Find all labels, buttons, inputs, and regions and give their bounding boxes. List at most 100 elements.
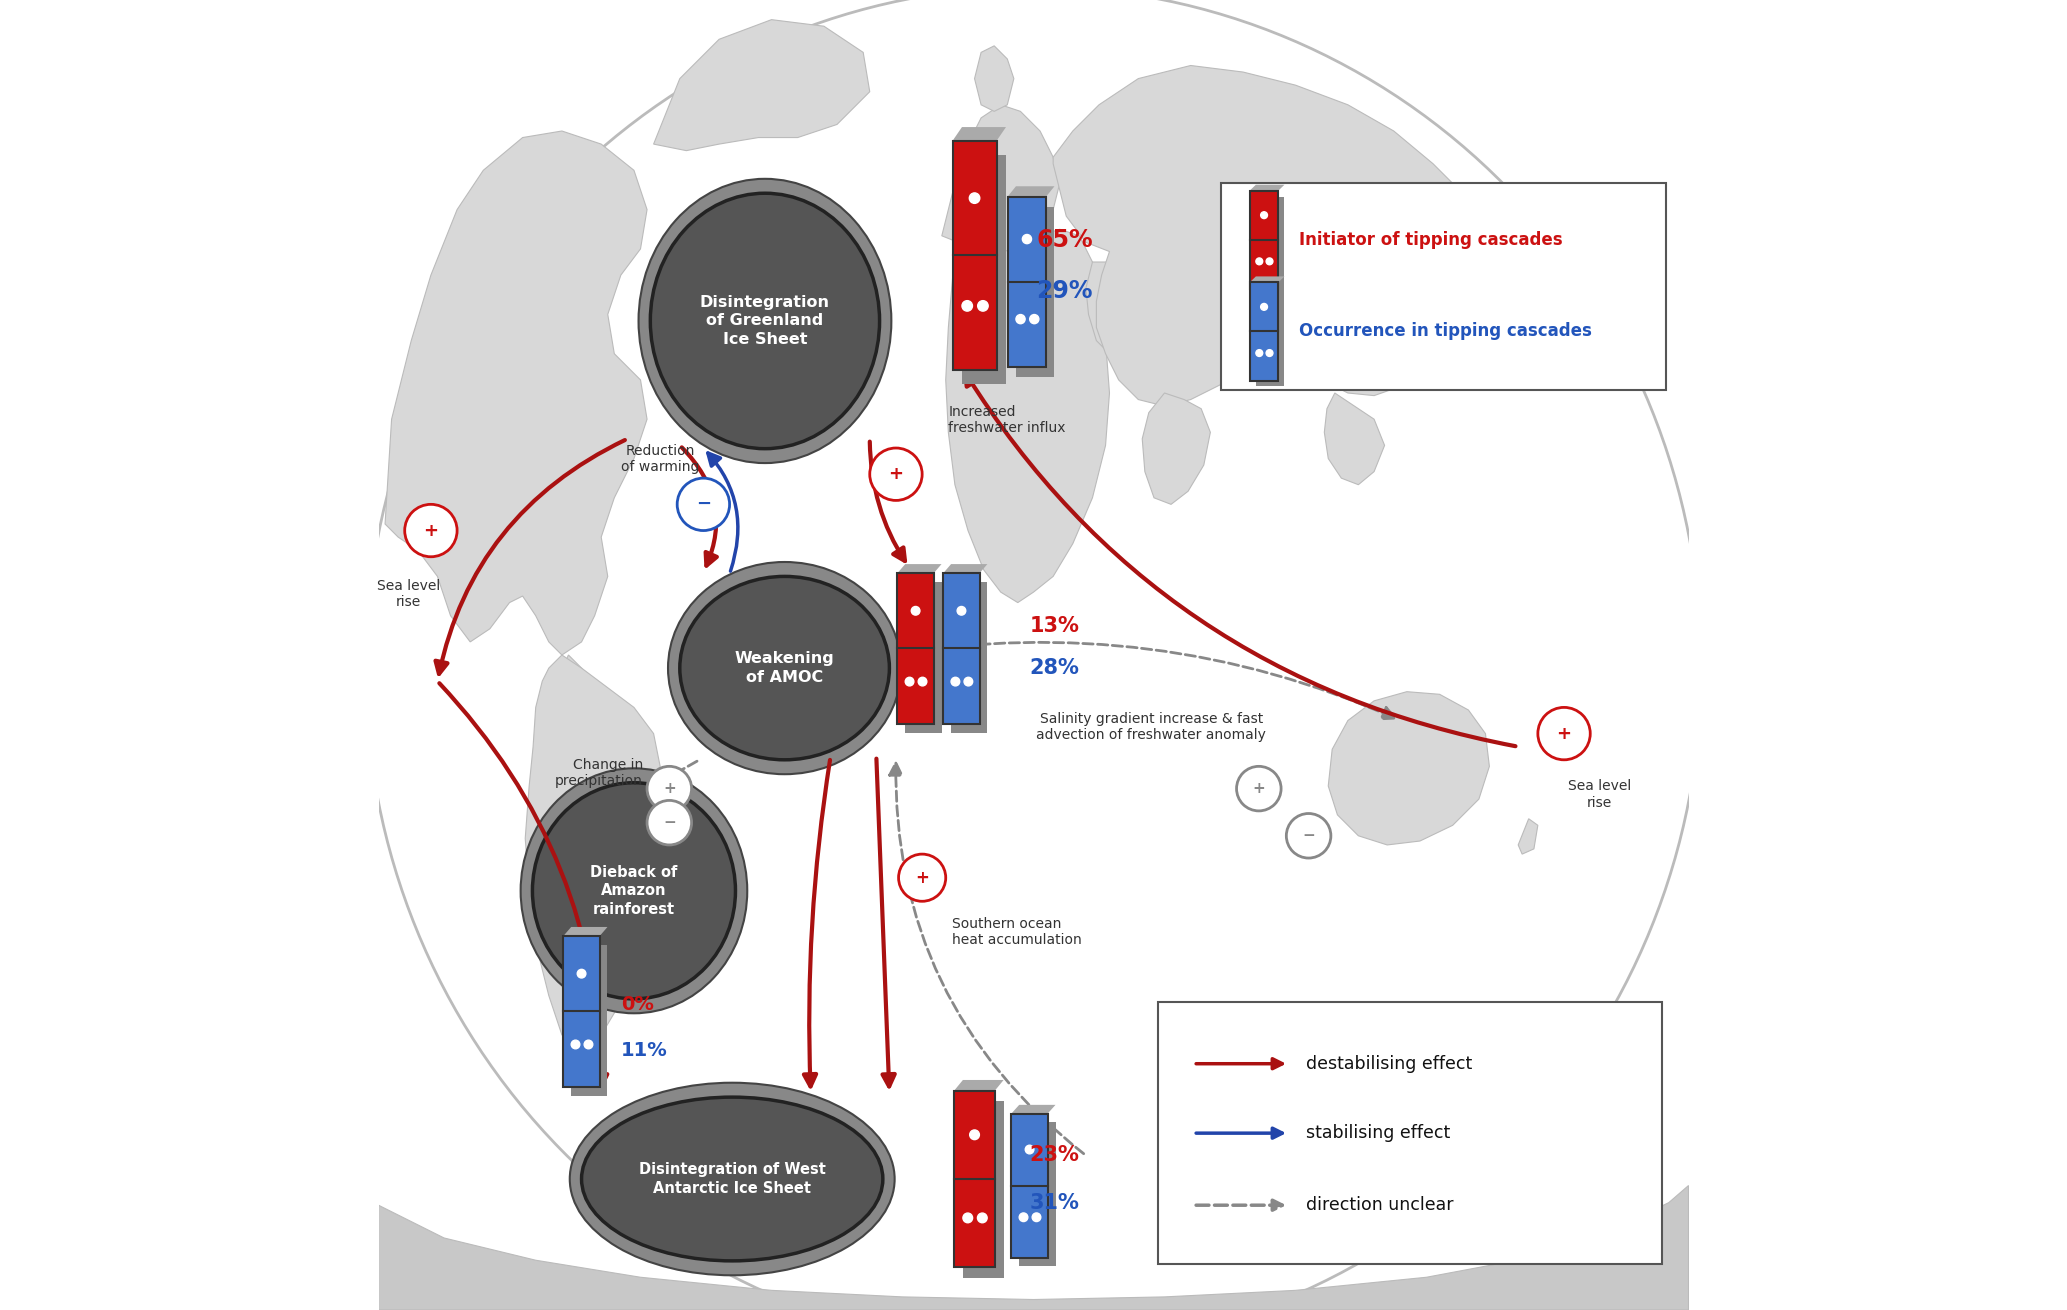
Ellipse shape (570, 1082, 895, 1276)
Text: Sea level
rise: Sea level rise (376, 579, 440, 609)
FancyArrowPatch shape (436, 440, 624, 673)
Circle shape (1031, 1213, 1042, 1221)
Circle shape (912, 607, 920, 616)
Polygon shape (943, 105, 1060, 252)
FancyBboxPatch shape (897, 574, 934, 723)
Circle shape (905, 677, 914, 686)
Text: Disintegration of West
Antarctic Ice Sheet: Disintegration of West Antarctic Ice She… (639, 1162, 825, 1196)
Ellipse shape (680, 576, 889, 760)
Polygon shape (1517, 819, 1538, 854)
Text: 23%: 23% (1029, 1145, 1079, 1166)
Text: Sea level
rise: Sea level rise (1567, 779, 1631, 810)
Ellipse shape (639, 179, 891, 464)
FancyArrowPatch shape (804, 760, 831, 1086)
Circle shape (1257, 350, 1263, 356)
Polygon shape (1009, 186, 1054, 196)
FancyBboxPatch shape (1251, 191, 1277, 290)
FancyBboxPatch shape (1011, 1114, 1048, 1258)
Polygon shape (525, 655, 659, 1048)
Text: Weakening
of AMOC: Weakening of AMOC (734, 651, 835, 685)
Polygon shape (1251, 276, 1284, 283)
Text: Increased
freshwater influx: Increased freshwater influx (949, 405, 1067, 435)
Circle shape (969, 193, 980, 203)
Polygon shape (1054, 66, 1490, 406)
Text: direction unclear: direction unclear (1306, 1196, 1453, 1214)
FancyBboxPatch shape (570, 945, 608, 1095)
Circle shape (1023, 234, 1031, 244)
FancyBboxPatch shape (943, 574, 980, 723)
Text: +: + (1556, 724, 1571, 743)
Circle shape (1538, 707, 1590, 760)
Circle shape (1267, 258, 1273, 265)
Circle shape (978, 300, 988, 310)
Circle shape (1261, 304, 1267, 310)
FancyBboxPatch shape (905, 582, 943, 732)
Text: Salinity gradient increase & fast
advection of freshwater anomaly: Salinity gradient increase & fast advect… (1036, 711, 1267, 743)
Circle shape (1236, 766, 1282, 811)
FancyBboxPatch shape (1158, 1002, 1662, 1264)
Text: Initiator of tipping cascades: Initiator of tipping cascades (1300, 231, 1563, 249)
Circle shape (1261, 212, 1267, 219)
Polygon shape (1011, 1104, 1056, 1114)
FancyBboxPatch shape (951, 582, 988, 732)
FancyArrowPatch shape (889, 762, 1083, 1154)
Circle shape (647, 766, 692, 811)
Text: stabilising effect: stabilising effect (1306, 1124, 1451, 1142)
Polygon shape (947, 229, 1110, 603)
FancyBboxPatch shape (1257, 288, 1284, 386)
Circle shape (678, 478, 730, 531)
Circle shape (585, 1040, 593, 1049)
Circle shape (963, 677, 974, 686)
FancyBboxPatch shape (953, 140, 996, 369)
Polygon shape (378, 1186, 1689, 1310)
Circle shape (1286, 814, 1331, 858)
Circle shape (870, 448, 922, 500)
Polygon shape (1329, 692, 1490, 845)
Polygon shape (943, 565, 988, 574)
Circle shape (899, 854, 947, 901)
FancyArrowPatch shape (876, 758, 895, 1086)
Text: +: + (916, 869, 928, 887)
Text: −: − (664, 815, 676, 831)
Text: −: − (1302, 828, 1315, 844)
Circle shape (1029, 314, 1040, 324)
Text: +: + (1253, 781, 1265, 796)
Text: +: + (664, 781, 676, 796)
Text: 29%: 29% (1036, 279, 1093, 303)
Circle shape (1017, 314, 1025, 324)
Ellipse shape (668, 562, 901, 774)
Circle shape (577, 969, 585, 979)
Polygon shape (564, 927, 608, 935)
Circle shape (405, 504, 457, 557)
Circle shape (570, 1040, 581, 1049)
Text: +: + (424, 521, 438, 540)
Text: 31%: 31% (1029, 1192, 1079, 1213)
Text: destabilising effect: destabilising effect (1306, 1055, 1472, 1073)
Text: Disintegration
of Greenland
Ice Sheet: Disintegration of Greenland Ice Sheet (701, 295, 831, 347)
Polygon shape (384, 131, 647, 655)
Polygon shape (1325, 393, 1385, 485)
FancyArrowPatch shape (682, 448, 717, 566)
Circle shape (918, 677, 926, 686)
FancyArrowPatch shape (707, 453, 738, 571)
Circle shape (1267, 350, 1273, 356)
Text: Southern ocean
heat accumulation: Southern ocean heat accumulation (953, 917, 1081, 947)
Polygon shape (1085, 262, 1145, 354)
Polygon shape (1251, 185, 1284, 191)
Text: +: + (889, 465, 903, 483)
Text: Reduction
of warming: Reduction of warming (620, 444, 699, 474)
FancyBboxPatch shape (1251, 283, 1277, 380)
Polygon shape (897, 565, 943, 574)
FancyBboxPatch shape (1222, 183, 1666, 390)
FancyBboxPatch shape (961, 155, 1007, 384)
Circle shape (969, 1131, 980, 1140)
Text: 65%: 65% (1036, 228, 1093, 252)
Polygon shape (1426, 295, 1451, 328)
Ellipse shape (533, 783, 736, 998)
Circle shape (951, 677, 959, 686)
Text: −: − (697, 495, 711, 514)
Text: Change in
precipitation: Change in precipitation (556, 757, 643, 789)
Circle shape (957, 607, 965, 616)
Circle shape (1257, 258, 1263, 265)
Circle shape (1025, 1145, 1034, 1154)
